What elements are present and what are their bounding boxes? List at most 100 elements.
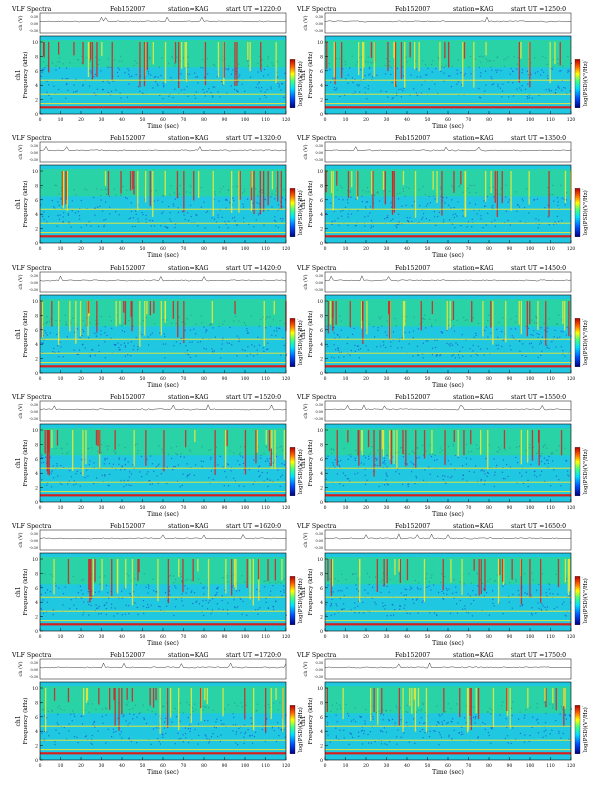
noise-speck — [434, 612, 436, 614]
noise-speck — [115, 211, 117, 213]
noise-speck — [108, 485, 110, 487]
noise-speck — [201, 446, 203, 448]
spectrogram-ylabel: Frequency (kHz) — [22, 181, 29, 228]
noise-speck — [350, 456, 352, 458]
noise-speck — [489, 60, 491, 62]
noise-speck — [193, 94, 195, 96]
noise-speck — [259, 590, 261, 592]
noise-speck — [340, 210, 342, 212]
sferic-streak — [121, 688, 123, 715]
noise-speck — [358, 56, 360, 59]
noise-speck — [280, 582, 282, 584]
noise-speck — [329, 69, 331, 71]
noise-speck — [162, 195, 164, 197]
noise-speck — [386, 320, 388, 322]
noise-speck — [81, 459, 83, 461]
y-tick-label: 0 — [35, 371, 38, 377]
noise-speck — [79, 336, 81, 338]
noise-speck — [235, 73, 237, 75]
noise-speck — [41, 609, 43, 611]
noise-speck — [406, 61, 408, 63]
noise-speck — [439, 354, 442, 356]
channel-label: ch1 — [15, 586, 22, 597]
noise-speck — [81, 715, 83, 717]
narrowband-line — [40, 338, 286, 340]
noise-speck — [124, 469, 126, 471]
y-tick-label: 4 — [320, 471, 323, 477]
narrowband-line — [325, 362, 571, 364]
x-tick-label: 30 — [99, 763, 105, 769]
y-tick-label: 10 — [317, 40, 323, 46]
noise-speck — [397, 198, 400, 200]
noise-speck — [94, 332, 96, 334]
colorbar-label: log(PSD)(V²/Hz) — [582, 707, 589, 752]
noise-speck — [205, 599, 207, 601]
noise-speck — [429, 612, 431, 614]
noise-speck — [341, 573, 343, 575]
sferic-streak — [496, 171, 498, 217]
noise-speck — [339, 351, 341, 353]
noise-speck — [79, 585, 81, 587]
noise-speck — [61, 78, 63, 80]
waveform-frame — [324, 529, 572, 551]
noise-speck — [95, 56, 97, 58]
noise-speck — [128, 218, 130, 220]
noise-speck — [155, 190, 157, 192]
x-tick-label: 20 — [78, 376, 84, 382]
noise-speck — [435, 614, 438, 616]
noise-speck — [165, 319, 167, 321]
noise-speck — [424, 64, 427, 66]
noise-speck — [354, 459, 356, 461]
sferic-streak — [69, 301, 71, 332]
noise-speck — [268, 704, 270, 706]
noise-speck — [115, 89, 117, 91]
noise-speck — [168, 62, 170, 64]
noise-speck — [169, 212, 171, 214]
sferic-streak — [383, 559, 385, 587]
noise-speck — [81, 597, 83, 599]
noise-speck — [190, 579, 192, 581]
noise-speck — [210, 736, 213, 738]
noise-speck — [204, 227, 206, 229]
noise-speck — [86, 208, 88, 210]
noise-speck — [330, 314, 332, 316]
noise-speck — [484, 70, 487, 72]
noise-speck — [242, 206, 245, 208]
noise-speck — [458, 185, 461, 187]
noise-speck — [168, 590, 170, 592]
noise-speck — [200, 315, 202, 317]
noise-speck — [359, 715, 361, 718]
noise-speck — [354, 707, 356, 709]
sferic-streak — [370, 42, 373, 58]
noise-speck — [143, 718, 145, 720]
noise-speck — [96, 88, 98, 90]
noise-speck — [462, 215, 464, 217]
x-tick-label: 20 — [78, 763, 84, 769]
panel-station: station=KAG — [453, 652, 494, 659]
noise-speck — [150, 74, 152, 76]
noise-speck — [162, 705, 164, 707]
panel-start-time: start UT =1550:0 — [511, 394, 566, 401]
upper-band — [40, 299, 286, 327]
noise-speck — [104, 341, 106, 343]
noise-speck — [44, 592, 47, 594]
noise-speck — [435, 319, 437, 321]
noise-speck — [401, 205, 403, 207]
noise-speck — [393, 614, 395, 616]
noise-speck — [269, 464, 271, 466]
noise-speck — [162, 82, 164, 84]
colorbar — [574, 447, 581, 496]
noise-speck — [502, 701, 504, 703]
noise-speck — [169, 218, 171, 220]
noise-speck — [145, 214, 147, 216]
noise-speck — [171, 721, 173, 723]
noise-speck — [113, 615, 115, 617]
noise-speck — [402, 75, 404, 77]
noise-speck — [116, 71, 119, 74]
noise-speck — [137, 346, 139, 348]
noise-speck — [46, 316, 48, 318]
noise-speck — [104, 357, 106, 359]
sferic-streak — [206, 688, 208, 705]
noise-speck — [213, 198, 215, 200]
narrowband-line — [325, 352, 571, 354]
